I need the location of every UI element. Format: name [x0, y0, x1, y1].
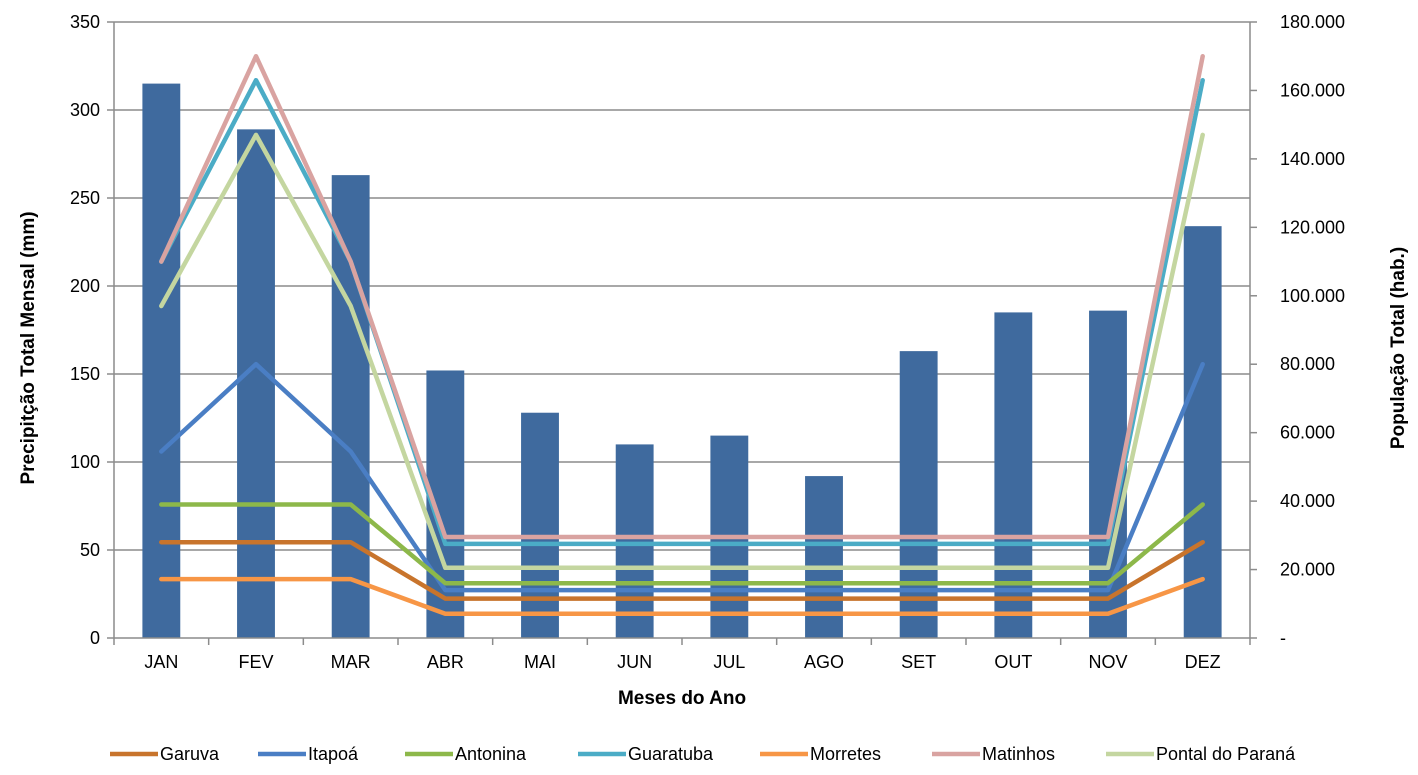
y-tick-label: 100	[70, 452, 100, 472]
x-tick-label: JUN	[617, 652, 652, 672]
legend-label: Itapoá	[308, 744, 359, 764]
series-line	[159, 53, 1205, 540]
bar	[331, 175, 370, 638]
x-tick-label: FEV	[238, 652, 273, 672]
series-line	[159, 502, 1205, 586]
bar	[615, 444, 654, 638]
y-tick-label: 300	[70, 100, 100, 120]
x-tick-label: JUL	[713, 652, 745, 672]
x-tick-label: JAN	[144, 652, 178, 672]
legend-label: Antonina	[455, 744, 527, 764]
x-tick-label: ABR	[427, 652, 464, 672]
y-tick-label: 50	[80, 540, 100, 560]
y2-tick-label: 20.000	[1280, 560, 1335, 580]
x-tick-label: NOV	[1088, 652, 1127, 672]
bar	[237, 129, 275, 639]
bar	[142, 83, 181, 639]
series-line	[159, 361, 1205, 593]
bar	[1183, 226, 1222, 638]
y2-tick-label: 60.000	[1280, 423, 1335, 443]
y2-tick-label: -	[1280, 628, 1286, 648]
legend-label: Matinhos	[982, 744, 1055, 764]
gridlines	[114, 21, 1250, 551]
series-line	[159, 539, 1205, 601]
series-line	[159, 132, 1205, 571]
y2-tick-label: 100.000	[1280, 286, 1345, 306]
y2-tick-label: 160.000	[1280, 80, 1345, 100]
x-tick-label: AGO	[804, 652, 844, 672]
legend-label: Pontal do Paraná	[1156, 744, 1296, 764]
population-lines	[159, 53, 1205, 616]
bar	[805, 476, 843, 638]
legend-label: Guaratuba	[628, 744, 714, 764]
y2-tick-label: 80.000	[1280, 354, 1335, 374]
legend-label: Morretes	[810, 744, 881, 764]
x-tick-label: MAI	[524, 652, 556, 672]
y2-axis-title: População Total (hab.)	[1388, 247, 1409, 449]
legend: Garuva Itapoá Antonina Guaratuba Morretes Mat…	[110, 744, 1296, 764]
bar	[521, 412, 559, 638]
y2-tick-label: 40.000	[1280, 491, 1335, 511]
y2-tick-label: 180.000	[1280, 12, 1345, 32]
y-tick-label: 350	[70, 12, 100, 32]
series-line	[159, 576, 1205, 616]
x-tick-label: DEZ	[1185, 652, 1221, 672]
x-axis-title: Meses do Ano	[618, 688, 746, 709]
y-axis-title: Precipitção Total Mensal (mm)	[18, 211, 39, 484]
y2-tick-label: 140.000	[1280, 149, 1345, 169]
series-line	[159, 77, 1205, 547]
legend-label: Garuva	[160, 744, 220, 764]
y2-tick-label: 120.000	[1280, 217, 1345, 237]
axes: 0 50 100 150 200 250 300 350 - 20.000 40.000 60.000…	[70, 12, 1345, 672]
y-tick-label: 200	[70, 276, 100, 296]
x-tick-label: OUT	[994, 652, 1032, 672]
x-tick-label: MAR	[331, 652, 371, 672]
precipitation-bars	[142, 83, 1222, 639]
y-tick-label: 0	[90, 628, 100, 648]
bar	[899, 351, 938, 638]
y-tick-label: 150	[70, 364, 100, 384]
x-tick-label: SET	[901, 652, 936, 672]
y-tick-label: 250	[70, 188, 100, 208]
